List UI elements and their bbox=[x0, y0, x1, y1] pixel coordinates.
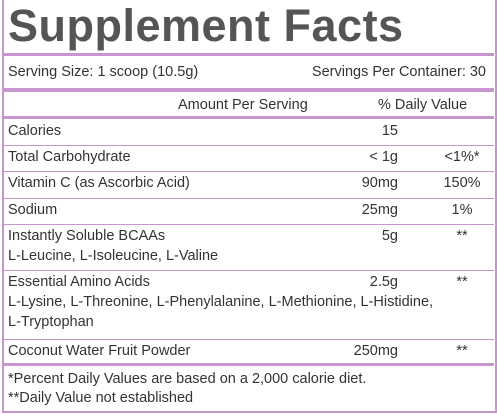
row-rule bbox=[3, 145, 494, 146]
rule bbox=[3, 88, 494, 92]
row-rule bbox=[3, 224, 494, 225]
amount: 250mg bbox=[353, 343, 398, 359]
amount: 25mg bbox=[361, 202, 398, 218]
ingredient-detail: L-Lysine, L-Threonine, L-Phenylalanine, … bbox=[8, 294, 434, 310]
nutrient-name: Instantly Soluble BCAAs bbox=[8, 228, 166, 244]
row-rule bbox=[3, 171, 494, 172]
servings-per-container: Servings Per Container: 30 bbox=[311, 64, 486, 80]
column-header: Amount Per Serving bbox=[178, 97, 308, 113]
row-rule bbox=[3, 339, 494, 340]
footnote: *Percent Daily Values are based on a 2,0… bbox=[8, 371, 367, 387]
daily-value: ** bbox=[456, 343, 468, 359]
row-rule bbox=[3, 198, 494, 199]
amount: 15 bbox=[381, 123, 398, 139]
rule bbox=[3, 53, 494, 56]
daily-value: ** bbox=[456, 228, 468, 244]
nutrient-name: Calories bbox=[8, 123, 62, 139]
amount: < 1g bbox=[369, 149, 398, 165]
amount: 5g bbox=[381, 228, 398, 244]
nutrient-name: Essential Amino Acids bbox=[8, 274, 150, 290]
row-rule bbox=[3, 270, 494, 271]
serving-size: Serving Size: 1 scoop (10.5g) bbox=[8, 64, 199, 80]
amount: 2.5g bbox=[369, 274, 398, 290]
footnote: **Daily Value not established bbox=[8, 390, 194, 406]
daily-value: <1%* bbox=[444, 149, 480, 165]
daily-value: ** bbox=[456, 274, 468, 290]
amount: 90mg bbox=[361, 175, 398, 191]
title: Supplement Facts bbox=[8, 0, 404, 51]
rule bbox=[3, 363, 494, 366]
ingredient-detail: L-Tryptophan bbox=[8, 314, 94, 330]
daily-value: 1% bbox=[451, 202, 473, 218]
nutrient-name: Sodium bbox=[8, 202, 58, 218]
ingredient-detail: L-Leucine, L-Isoleucine, L-Valine bbox=[8, 248, 219, 264]
rule bbox=[3, 116, 494, 119]
column-header: % Daily Value bbox=[378, 97, 468, 113]
daily-value: 150% bbox=[443, 175, 481, 191]
nutrient-name: Vitamin C (as Ascorbic Acid) bbox=[8, 175, 190, 191]
nutrient-name: Coconut Water Fruit Powder bbox=[8, 343, 191, 359]
nutrient-name: Total Carbohydrate bbox=[8, 149, 131, 165]
